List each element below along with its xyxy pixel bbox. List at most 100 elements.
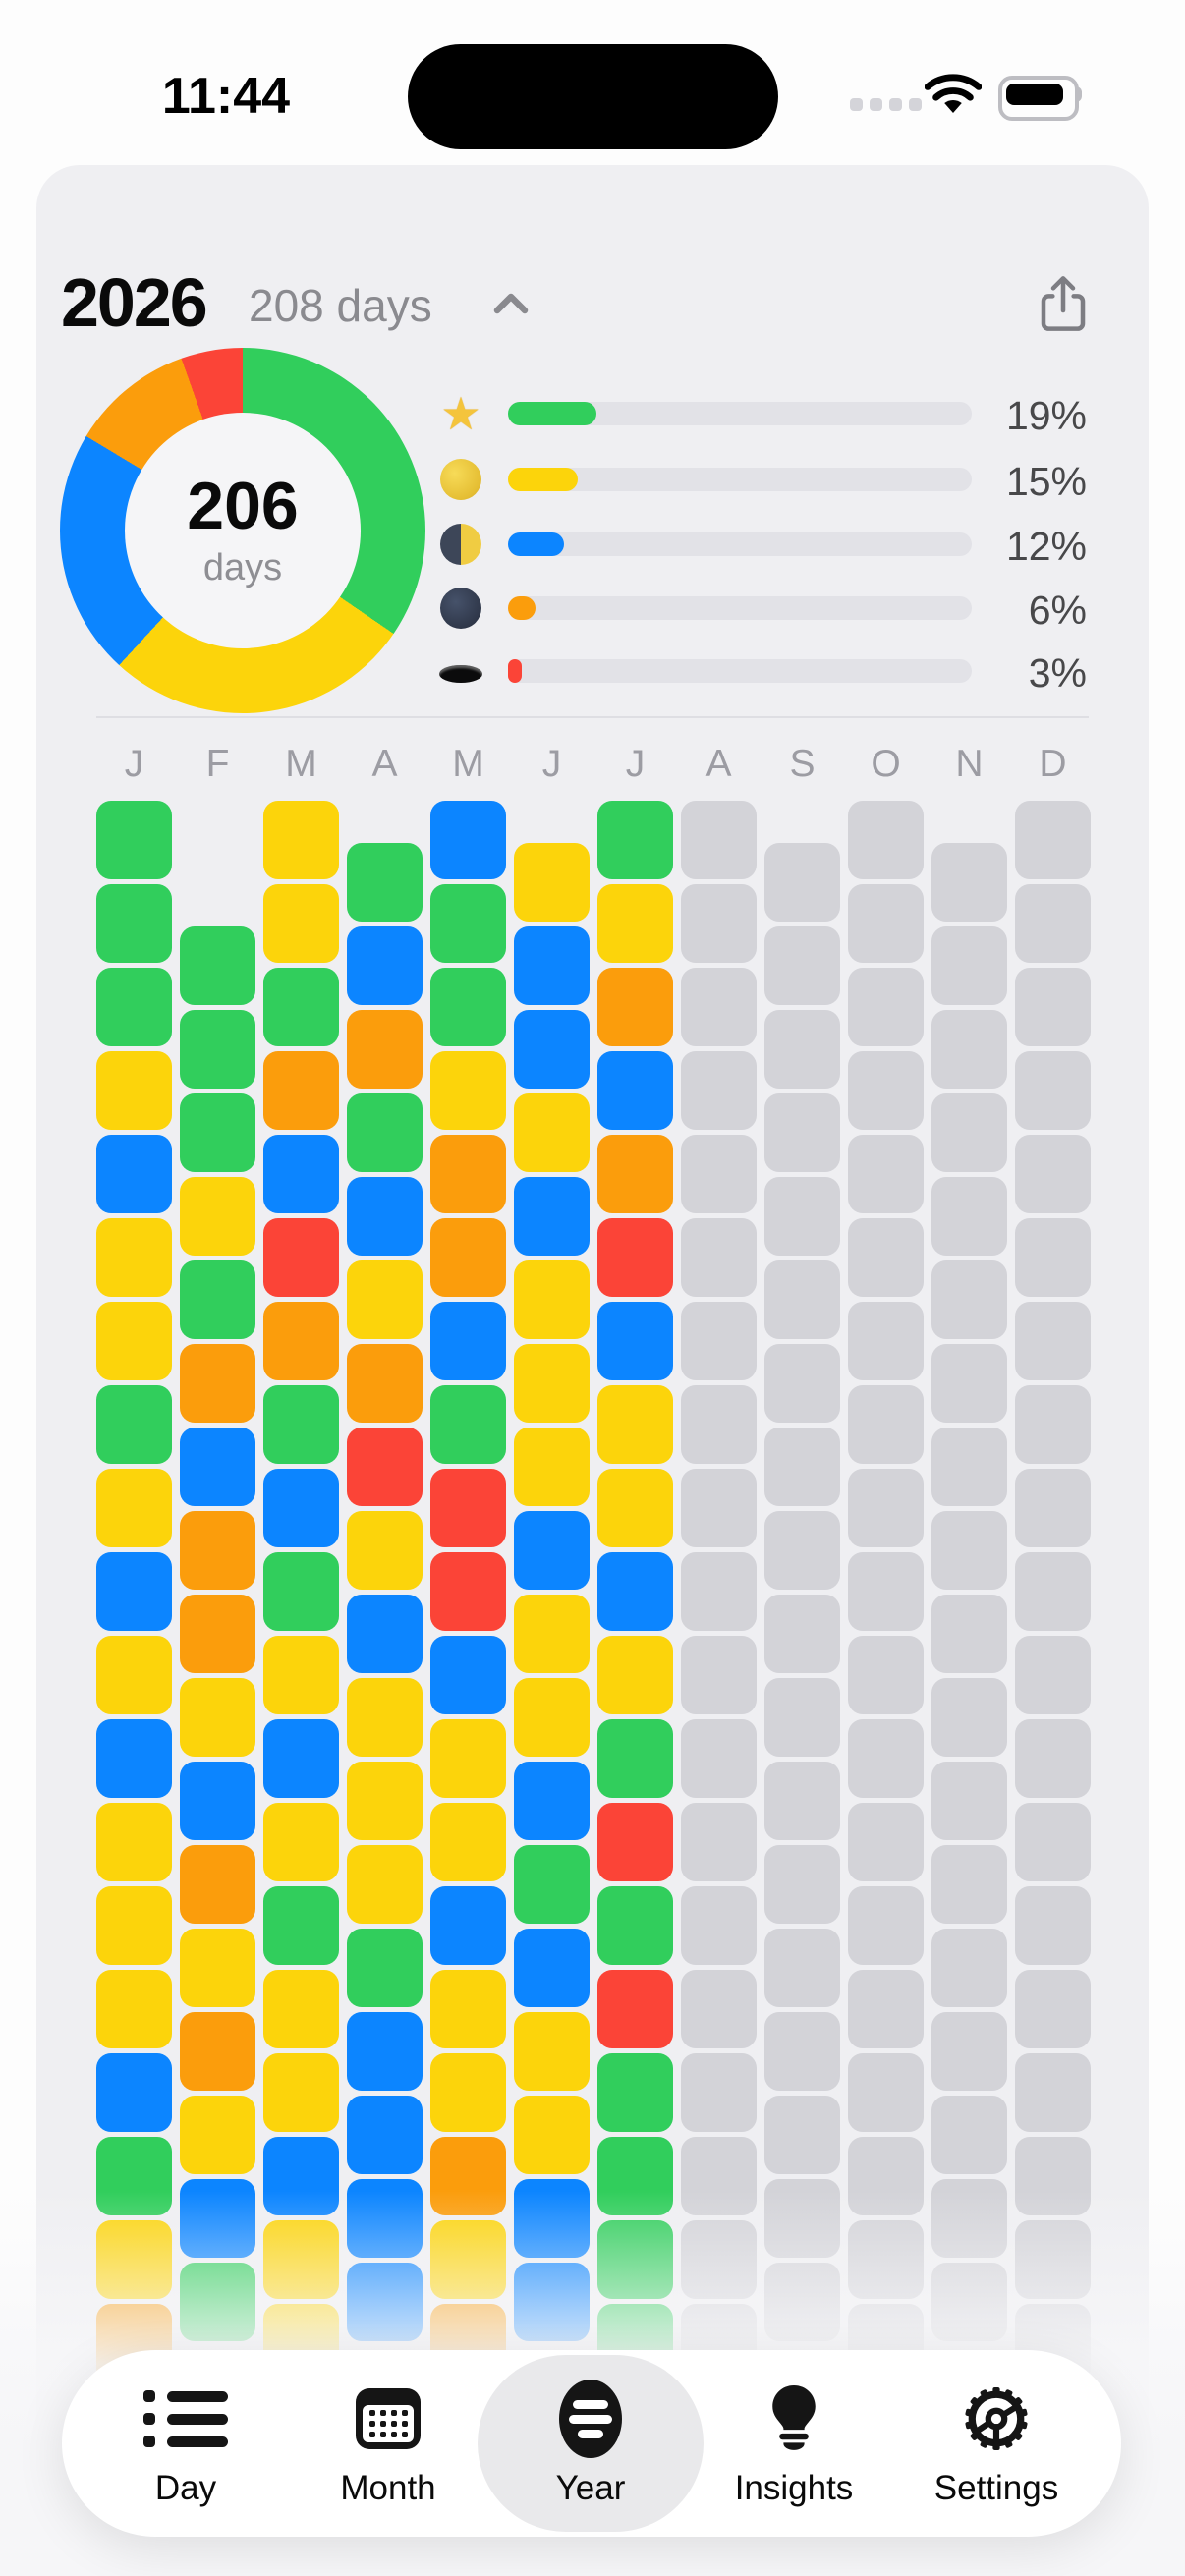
day-cell[interactable] xyxy=(263,884,339,963)
day-cell-empty[interactable] xyxy=(931,2095,1007,2174)
day-cell-empty[interactable] xyxy=(848,1886,924,1965)
day-cell[interactable] xyxy=(96,1970,172,2048)
day-cell[interactable] xyxy=(597,1385,673,1464)
day-cell[interactable] xyxy=(96,1886,172,1965)
day-cell-empty[interactable] xyxy=(931,2011,1007,2091)
day-cell-empty[interactable] xyxy=(1015,884,1091,963)
day-cell-empty[interactable] xyxy=(681,884,757,963)
day-cell[interactable] xyxy=(180,1510,255,1590)
day-cell[interactable] xyxy=(180,925,255,1005)
day-cell-empty[interactable] xyxy=(681,1218,757,1297)
day-cell[interactable] xyxy=(597,884,673,963)
day-cell[interactable] xyxy=(347,2011,423,2091)
day-cell[interactable] xyxy=(263,1218,339,1297)
day-cell-empty[interactable] xyxy=(931,842,1007,922)
day-cell[interactable] xyxy=(96,1302,172,1380)
day-cell-empty[interactable] xyxy=(764,1009,840,1089)
day-cell-empty[interactable] xyxy=(931,1343,1007,1423)
day-cell[interactable] xyxy=(430,1385,506,1464)
day-cell[interactable] xyxy=(96,801,172,879)
day-cell[interactable] xyxy=(430,884,506,963)
day-cell[interactable] xyxy=(347,1260,423,1339)
day-cell[interactable] xyxy=(514,1176,590,1256)
day-cell-empty[interactable] xyxy=(681,968,757,1046)
day-cell[interactable] xyxy=(597,1302,673,1380)
day-cell-empty[interactable] xyxy=(1015,1469,1091,1547)
day-cell[interactable] xyxy=(180,1677,255,1757)
chevron-up-icon[interactable] xyxy=(491,291,531,321)
day-cell[interactable] xyxy=(597,1719,673,1798)
day-cell[interactable] xyxy=(597,801,673,879)
day-cell[interactable] xyxy=(514,1009,590,1089)
day-cell-empty[interactable] xyxy=(931,1427,1007,1506)
day-cell-empty[interactable] xyxy=(1015,1719,1091,1798)
day-cell[interactable] xyxy=(597,1218,673,1297)
day-cell-empty[interactable] xyxy=(681,1970,757,2048)
day-cell-empty[interactable] xyxy=(764,1761,840,1840)
day-cell[interactable] xyxy=(597,968,673,1046)
day-cell-empty[interactable] xyxy=(848,1051,924,1130)
day-cell-empty[interactable] xyxy=(1015,1552,1091,1631)
day-cell[interactable] xyxy=(347,1009,423,1089)
day-cell[interactable] xyxy=(180,1176,255,1256)
day-cell-empty[interactable] xyxy=(681,2053,757,2132)
day-cell-empty[interactable] xyxy=(681,1469,757,1547)
day-cell-empty[interactable] xyxy=(764,2011,840,2091)
day-cell[interactable] xyxy=(347,1427,423,1506)
day-cell-empty[interactable] xyxy=(931,1928,1007,2007)
day-cell[interactable] xyxy=(180,1092,255,1172)
day-cell[interactable] xyxy=(263,2053,339,2132)
day-cell-empty[interactable] xyxy=(764,1343,840,1423)
day-cell[interactable] xyxy=(96,1636,172,1714)
day-cell-empty[interactable] xyxy=(764,1594,840,1673)
day-cell[interactable] xyxy=(263,1051,339,1130)
day-cell-empty[interactable] xyxy=(848,1552,924,1631)
day-cell-empty[interactable] xyxy=(1015,1218,1091,1297)
day-cell-empty[interactable] xyxy=(848,1469,924,1547)
day-cell[interactable] xyxy=(263,1385,339,1464)
day-cell[interactable] xyxy=(430,1636,506,1714)
day-cell-empty[interactable] xyxy=(931,1594,1007,1673)
day-cell[interactable] xyxy=(263,1135,339,1213)
day-cell-empty[interactable] xyxy=(1015,1970,1091,2048)
day-cell-empty[interactable] xyxy=(681,1636,757,1714)
day-cell[interactable] xyxy=(430,1302,506,1380)
day-cell[interactable] xyxy=(514,1510,590,1590)
day-cell[interactable] xyxy=(430,1135,506,1213)
day-cell[interactable] xyxy=(514,1928,590,2007)
day-cell-empty[interactable] xyxy=(848,1218,924,1297)
day-cell[interactable] xyxy=(347,1677,423,1757)
day-cell-empty[interactable] xyxy=(764,925,840,1005)
day-cell[interactable] xyxy=(96,968,172,1046)
day-cell[interactable] xyxy=(430,1218,506,1297)
day-cell[interactable] xyxy=(597,1051,673,1130)
day-cell[interactable] xyxy=(263,1552,339,1631)
day-cell[interactable] xyxy=(263,1469,339,1547)
day-cell-empty[interactable] xyxy=(1015,801,1091,879)
day-cell[interactable] xyxy=(430,1719,506,1798)
day-cell[interactable] xyxy=(180,2095,255,2174)
day-cell[interactable] xyxy=(514,1427,590,1506)
day-cell-empty[interactable] xyxy=(931,1510,1007,1590)
day-cell[interactable] xyxy=(263,1719,339,1798)
day-cell[interactable] xyxy=(430,2053,506,2132)
day-cell[interactable] xyxy=(263,968,339,1046)
day-cell-empty[interactable] xyxy=(681,1719,757,1798)
day-cell[interactable] xyxy=(347,2095,423,2174)
day-cell-empty[interactable] xyxy=(931,925,1007,1005)
day-cell-empty[interactable] xyxy=(848,1135,924,1213)
day-cell-empty[interactable] xyxy=(1015,1385,1091,1464)
day-cell-empty[interactable] xyxy=(1015,1803,1091,1881)
day-cell[interactable] xyxy=(263,1970,339,2048)
day-cell-empty[interactable] xyxy=(764,1510,840,1590)
day-cell[interactable] xyxy=(597,2053,673,2132)
day-cell-empty[interactable] xyxy=(681,1051,757,1130)
day-cell-empty[interactable] xyxy=(681,801,757,879)
day-cell[interactable] xyxy=(180,1844,255,1924)
day-cell[interactable] xyxy=(263,1886,339,1965)
day-cell[interactable] xyxy=(514,2095,590,2174)
day-cell-empty[interactable] xyxy=(681,1302,757,1380)
day-cell[interactable] xyxy=(514,1761,590,1840)
day-cell-empty[interactable] xyxy=(764,1092,840,1172)
day-cell-empty[interactable] xyxy=(764,1844,840,1924)
